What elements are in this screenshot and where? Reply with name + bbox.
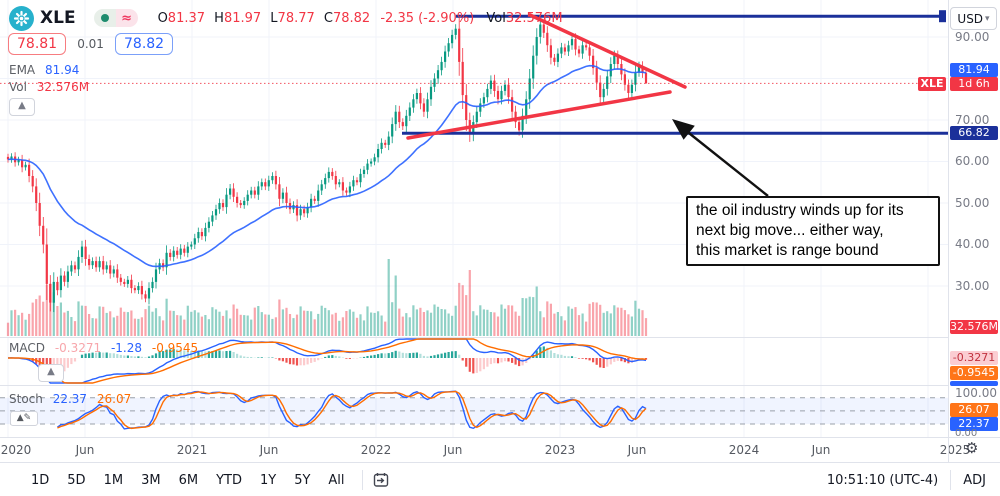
stoch-d-value: 26.07 bbox=[96, 392, 132, 406]
price-tick: 30.00 bbox=[955, 279, 990, 293]
volume-legend[interactable]: Vol 32.576M bbox=[9, 80, 90, 94]
bid-price[interactable]: 78.81 bbox=[8, 33, 67, 55]
bottom-toolbar: 1D 5D 1M 3M 6M YTD 1Y 5Y All 10:51:10 (U… bbox=[0, 462, 1000, 496]
annotation-line: the oil industry winds up for its bbox=[696, 202, 904, 219]
close-value: 78.82 bbox=[332, 10, 371, 26]
adj-toggle[interactable]: ADJ bbox=[963, 472, 986, 488]
time-tick: 2023 bbox=[544, 443, 576, 457]
stoch-legend[interactable]: Stoch 22.37 26.07 bbox=[9, 392, 132, 406]
bar-countdown-badge: 1d 6h bbox=[950, 77, 998, 91]
time-tick: Jun bbox=[75, 443, 95, 457]
price-tick: 40.00 bbox=[955, 237, 990, 251]
stoch-k-value: 22.37 bbox=[52, 392, 88, 406]
time-tick: Jun bbox=[627, 443, 647, 457]
time-tick: Jun bbox=[811, 443, 831, 457]
symbol-name[interactable]: XLE bbox=[40, 8, 76, 28]
macd-line-value: -1.28 bbox=[110, 341, 143, 355]
macd-hist-badge: -0.3271 bbox=[950, 351, 998, 365]
range-button-3m[interactable]: 3M bbox=[141, 472, 161, 488]
xle-logo-icon bbox=[9, 5, 34, 31]
market-open-dot-icon bbox=[93, 9, 116, 27]
macd-line-badge-sliver bbox=[950, 381, 998, 386]
stoch-tools-button[interactable]: ▲✎ bbox=[10, 411, 38, 426]
stoch-bottom-tick: 0.00 bbox=[955, 428, 978, 439]
clock-display[interactable]: 10:51:10 (UTC-4) bbox=[826, 472, 939, 488]
currency-dropdown[interactable]: USD ▾ bbox=[950, 7, 997, 30]
range-button-ytd[interactable]: YTD bbox=[216, 472, 242, 488]
time-tick: Jun bbox=[443, 443, 463, 457]
annotation-line: this market is range bound bbox=[696, 242, 879, 259]
ema-legend[interactable]: EMA 81.94 bbox=[9, 63, 80, 77]
annotation-text-box[interactable]: the oil industry winds up for its next b… bbox=[686, 196, 940, 266]
time-tick: 2024 bbox=[728, 443, 760, 457]
price-tick: 50.00 bbox=[955, 196, 990, 210]
volume-badge: 32.576M bbox=[950, 320, 998, 334]
symbol-status-chip[interactable]: ≈ bbox=[93, 9, 138, 27]
low-value: 78.77 bbox=[277, 10, 315, 26]
approximate-data-icon: ≈ bbox=[115, 9, 138, 27]
support-price-badge: 66.82 bbox=[950, 126, 998, 140]
symbol-price-tag: XLE bbox=[918, 77, 946, 91]
bid-ask-row: 78.81 0.01 78.82 bbox=[8, 33, 174, 55]
collapse-main-panel-button[interactable]: ▲ bbox=[9, 98, 35, 116]
ema-value: 81.94 bbox=[44, 63, 80, 77]
high-value: 81.97 bbox=[223, 10, 262, 26]
vol-value: 32.576M bbox=[36, 80, 90, 94]
time-tick: 2022 bbox=[360, 443, 392, 457]
ask-price[interactable]: 78.82 bbox=[115, 33, 174, 55]
symbol-legend: XLE ≈ O81.37 H81.97 L78.77 C78.82 -2.35 … bbox=[9, 5, 563, 31]
chevron-down-icon: ▾ bbox=[985, 13, 990, 24]
range-button-5y[interactable]: 5Y bbox=[294, 472, 311, 488]
time-tick: Jun bbox=[259, 443, 279, 457]
range-button-5d[interactable]: 5D bbox=[67, 472, 86, 488]
go-to-date-calendar-icon[interactable] bbox=[371, 470, 391, 490]
axis-settings-gear-icon[interactable]: ⚙ bbox=[965, 439, 979, 457]
macd-signal-badge: -0.9545 bbox=[950, 366, 998, 380]
ohlc-readout: O81.37 H81.97 L78.77 C78.82 -2.35 (-2.90… bbox=[157, 10, 563, 26]
annotation-line: next big move... either way, bbox=[696, 222, 884, 239]
macd-signal-value: -0.9545 bbox=[151, 341, 199, 355]
price-tick: 60.00 bbox=[955, 154, 990, 168]
range-button-6m[interactable]: 6M bbox=[178, 472, 199, 488]
change-value: -2.35 (-2.90%) bbox=[380, 10, 475, 26]
time-tick: 2021 bbox=[176, 443, 208, 457]
range-button-all[interactable]: All bbox=[328, 472, 345, 488]
macd-legend[interactable]: MACD -0.3271 -1.28 -0.9545 bbox=[9, 341, 199, 355]
open-value: 81.37 bbox=[167, 10, 206, 26]
stoch-k-badge: 22.37 bbox=[950, 417, 998, 431]
spread-value: 0.01 bbox=[77, 37, 104, 51]
range-button-1y[interactable]: 1Y bbox=[259, 472, 277, 488]
stoch-d-badge: 26.07 bbox=[950, 403, 998, 417]
volume-value: 32.576M bbox=[505, 10, 563, 26]
price-tick: 70.00 bbox=[955, 113, 990, 127]
stoch-top-tick: 100.00 bbox=[955, 386, 997, 400]
time-tick: 2020 bbox=[0, 443, 32, 457]
ema-price-badge: 81.94 bbox=[950, 63, 998, 77]
range-button-1d[interactable]: 1D bbox=[31, 472, 50, 488]
time-tick: 2025 bbox=[939, 443, 971, 457]
collapse-macd-panel-button[interactable]: ▲ bbox=[38, 364, 64, 382]
price-tick: 90.00 bbox=[955, 30, 990, 44]
time-axis[interactable]: 2020 Jun 2021 Jun 2022 Jun 2023 Jun 2024… bbox=[0, 437, 1000, 463]
macd-hist-value: -0.3271 bbox=[54, 341, 102, 355]
range-button-1m[interactable]: 1M bbox=[103, 472, 124, 488]
